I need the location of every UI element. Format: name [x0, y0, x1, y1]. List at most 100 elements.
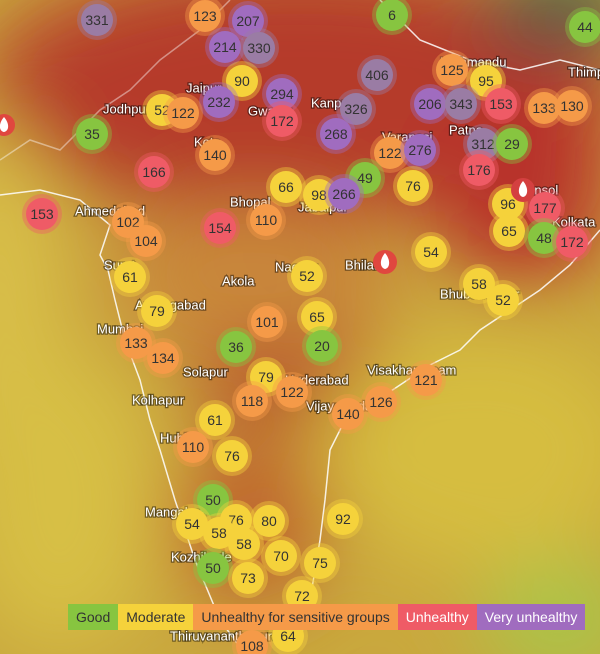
aqi-marker: 80 [249, 501, 289, 541]
aqi-value: 92 [335, 511, 351, 527]
marker-dot [328, 178, 360, 210]
marker-dot [203, 86, 235, 118]
aqi-value: 35 [84, 126, 100, 142]
marker-dot [493, 215, 525, 247]
aqi-marker: 6 [372, 0, 412, 35]
aqi-marker: 312 [463, 124, 503, 164]
aqi-value: 294 [270, 86, 294, 102]
aqi-value: 52 [154, 102, 170, 118]
marker-dot [528, 92, 560, 124]
marker-dot [410, 364, 442, 396]
aqi-marker: 101 [247, 302, 287, 342]
aqi-value: 58 [471, 276, 487, 292]
marker-dot [327, 503, 359, 535]
marker-dot [265, 540, 297, 572]
aqi-marker: 125 [432, 50, 472, 90]
marker-dot [485, 88, 517, 120]
marker-dot [147, 342, 179, 374]
aqi-value: 122 [280, 384, 304, 400]
aqi-marker: 79 [137, 291, 177, 331]
marker-dot [141, 295, 173, 327]
marker-dot [276, 376, 308, 408]
aqi-value: 6 [388, 7, 396, 23]
aqi-value: 326 [344, 101, 368, 117]
marker-dot [415, 236, 447, 268]
marker-dot [487, 284, 519, 316]
marker-dot [397, 170, 429, 202]
aqi-value: 54 [423, 244, 439, 260]
aqi-marker: 52 [483, 280, 523, 320]
aqi-marker: 110 [246, 200, 286, 240]
aqi-value: 75 [312, 555, 328, 571]
aqi-marker: 266 [324, 174, 364, 214]
aqi-marker: 166 [134, 152, 174, 192]
marker-dot [569, 11, 600, 43]
aqi-marker: 54 [411, 232, 451, 272]
aqi-marker: 406 [357, 55, 397, 95]
marker-dot [226, 65, 258, 97]
aqi-value: 154 [208, 220, 232, 236]
aqi-marker: 276 [400, 130, 440, 170]
aqi-value: 76 [224, 448, 240, 464]
aqi-value: 406 [365, 67, 389, 83]
aqi-marker: 172 [262, 101, 302, 141]
marker-dot [496, 128, 528, 160]
aqi-marker: 268 [316, 114, 356, 154]
aqi-marker: 140 [195, 135, 235, 175]
aqi-marker: 29 [492, 124, 532, 164]
aqi-value: 123 [193, 8, 217, 24]
aqi-value: 172 [560, 234, 584, 250]
aqi-marker: 65 [489, 211, 529, 251]
aqi-marker: 61 [195, 400, 235, 440]
aqi-marker: 123 [185, 0, 225, 36]
marker-dot [332, 398, 364, 430]
aqi-value: 79 [149, 303, 165, 319]
aqi-marker: 90 [222, 61, 262, 101]
aqi-marker: 326 [336, 89, 376, 129]
aqi-marker: 70 [261, 536, 301, 576]
marker-dot [197, 552, 229, 584]
aqi-marker: 73 [228, 558, 268, 598]
marker-dot [306, 330, 338, 362]
marker-dot [266, 78, 298, 110]
aqi-value: 50 [205, 492, 221, 508]
marker-dot [304, 547, 336, 579]
marker-dot [340, 93, 372, 125]
aqi-value: 76 [405, 178, 421, 194]
marker-dot [204, 212, 236, 244]
aqi-marker: 214 [205, 27, 245, 67]
aqi-value: 90 [234, 73, 250, 89]
aqi-value: 134 [151, 350, 175, 366]
aqi-value: 266 [332, 186, 356, 202]
marker-dot [463, 268, 495, 300]
aqi-marker: 330 [239, 28, 279, 68]
marker-dot [303, 179, 335, 211]
aqi-value: 58 [211, 525, 227, 541]
aqi-marker: 76 [393, 166, 433, 206]
aqi-marker: 331 [77, 0, 117, 40]
legend: Good Moderate Unhealthy for sensitive grou… [68, 604, 600, 630]
aqi-value: 121 [414, 372, 438, 388]
aqi-value: 133 [532, 100, 556, 116]
marker-dot [470, 65, 502, 97]
marker-dot [291, 260, 323, 292]
aqi-value: 98 [311, 187, 327, 203]
aqi-marker: 48 [524, 218, 564, 258]
marker-dot [467, 128, 499, 160]
aqi-value: 130 [560, 98, 584, 114]
marker-dot [361, 59, 393, 91]
aqi-value: 207 [236, 13, 260, 29]
marker-dot [216, 440, 248, 472]
aqi-value: 58 [236, 536, 252, 552]
aqi-value: 79 [258, 369, 274, 385]
aqi-marker: 44 [565, 7, 600, 47]
aqi-marker: 98 [299, 175, 339, 215]
aqi-marker: 122 [370, 133, 410, 173]
aqi-marker: 130 [552, 86, 592, 126]
marker-dot [266, 105, 298, 137]
aqi-marker: 172 [552, 222, 592, 262]
aqi-value: 66 [278, 179, 294, 195]
